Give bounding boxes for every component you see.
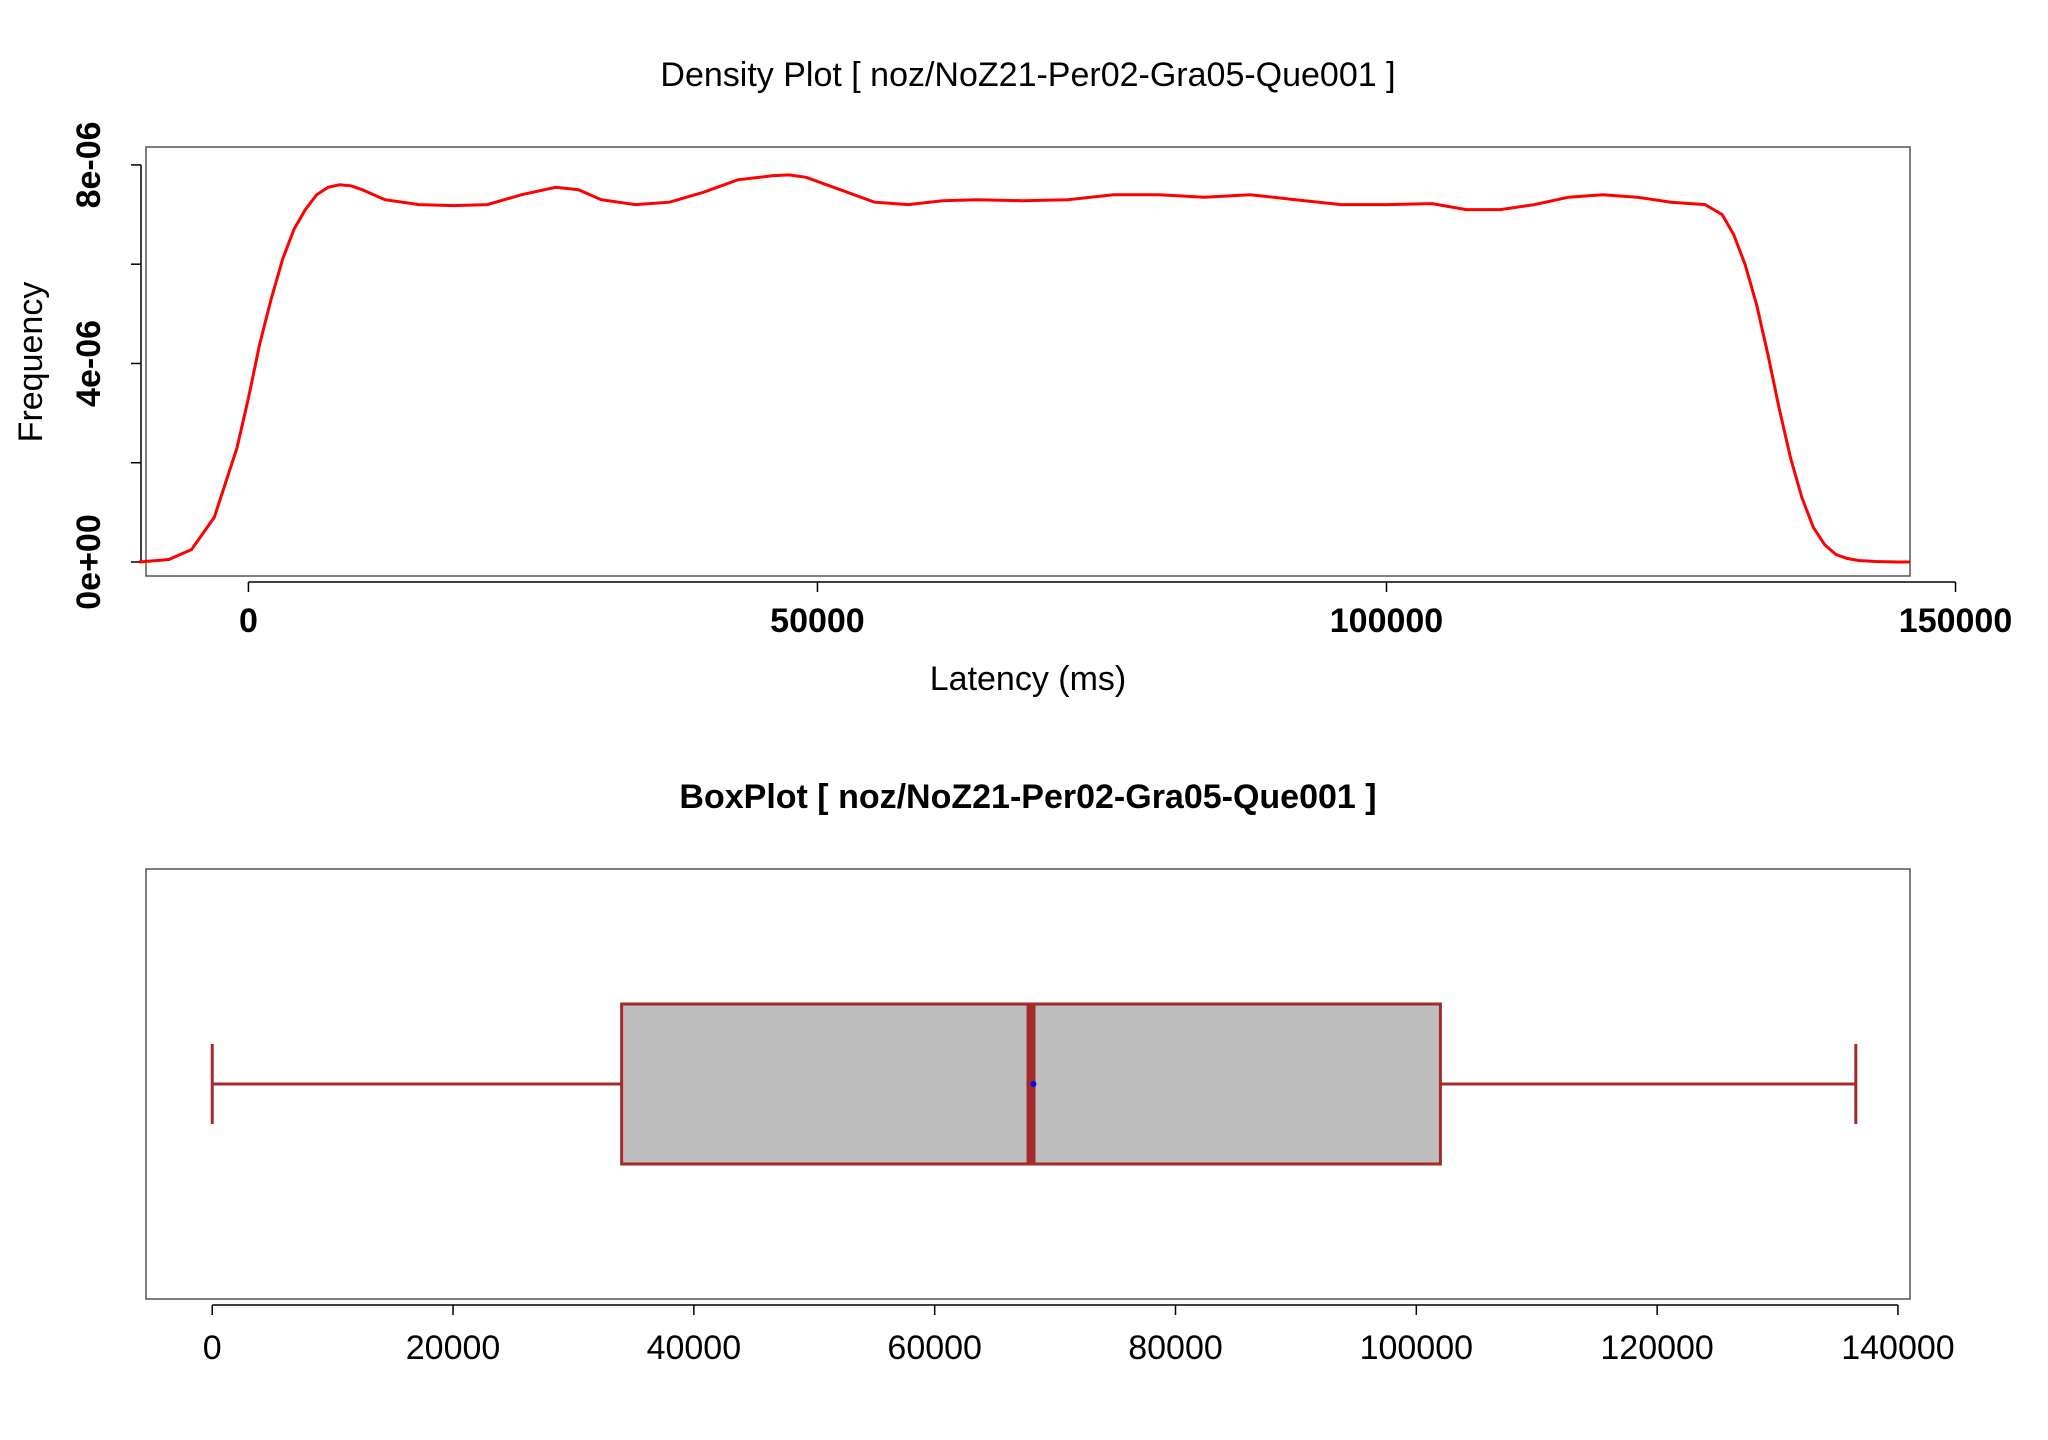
box-x-tick-label: 40000 <box>647 1329 742 1367</box>
box-plot-title: BoxPlot [ noz/NoZ21-Per02-Gra05-Que001 ] <box>679 778 1376 816</box>
density-plot-area-frame <box>145 146 1911 577</box>
box-marks <box>210 1002 1858 1166</box>
density-x-axis-label: Latency (ms) <box>930 660 1127 698</box>
density-plot-title: Density Plot [ noz/NoZ21-Per02-Gra05-Que… <box>660 56 1395 94</box>
box-x-tick-label: 100000 <box>1360 1329 1473 1367</box>
density-x-tick-label: 150000 <box>1899 602 2012 640</box>
density-y-axis-label: Frequency <box>12 282 50 443</box>
density-y-tick-label: 8e-06 <box>70 121 108 208</box>
density-series-line <box>139 173 1910 564</box>
density-y-axis: 0e+00 4e-06 8e-06 <box>70 121 142 610</box>
box-x-tick-label: 120000 <box>1600 1329 1713 1367</box>
density-x-tick-label: 50000 <box>770 602 865 640</box>
box-x-tick-label: 0 <box>203 1329 222 1367</box>
box-x-tick-label: 80000 <box>1128 1329 1223 1367</box>
density-x-tick-label: 0 <box>239 602 258 640</box>
density-y-tick-label: 0e+00 <box>70 514 108 610</box>
box-x-tick-label: 140000 <box>1841 1329 1954 1367</box>
box-x-axis: 0 20000 40000 60000 80000 100000 120000 140000 <box>203 1304 1955 1367</box>
density-x-axis: 0 50000 100000 150000 <box>239 581 2012 640</box>
box-plot-panel: BoxPlot [ noz/NoZ21-Per02-Gra05-Que001 ]… <box>145 778 1955 1367</box>
density-y-tick-label: 4e-06 <box>70 320 108 407</box>
box-plot-area-frame <box>145 868 1911 1300</box>
density-plot-panel: Density Plot [ noz/NoZ21-Per02-Gra05-Que… <box>12 56 2012 698</box>
box-x-tick-label: 20000 <box>406 1329 501 1367</box>
density-x-tick-label: 100000 <box>1330 602 1443 640</box>
box-x-tick-label: 60000 <box>887 1329 982 1367</box>
mean-point <box>1030 1081 1037 1087</box>
